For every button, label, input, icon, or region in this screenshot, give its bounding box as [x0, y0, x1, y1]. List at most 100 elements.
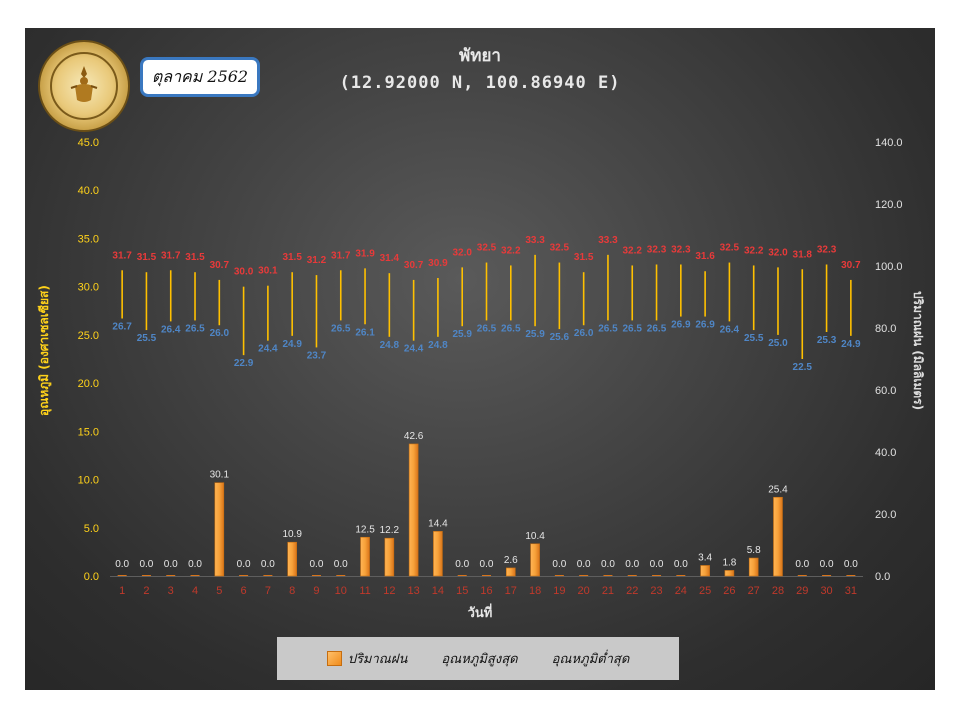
rain-bar — [846, 575, 856, 576]
y-axis-right-label: ปริมาณฝน (มิลลิเมตร) — [911, 291, 925, 411]
rain-bar — [676, 575, 686, 576]
min-temp-label: 26.1 — [355, 327, 375, 338]
y-left-tick-label: 0.0 — [84, 571, 99, 583]
max-temp-label: 31.6 — [695, 251, 715, 262]
x-tick-label: 6 — [241, 585, 247, 597]
min-temp-label: 26.4 — [720, 324, 740, 335]
x-tick-label: 10 — [335, 585, 347, 597]
max-temp-label: 32.3 — [671, 244, 691, 255]
rain-data-label: 5.8 — [747, 545, 761, 556]
logo-figure-icon — [70, 66, 98, 102]
max-temp-label: 31.9 — [355, 248, 375, 259]
rain-bar — [336, 575, 346, 576]
y-left-tick-label: 45.0 — [78, 137, 99, 149]
rain-data-label: 1.8 — [722, 557, 736, 568]
min-temp-label: 26.9 — [671, 320, 691, 331]
min-temp-label: 26.5 — [185, 323, 205, 334]
max-temp-label: 30.1 — [258, 266, 278, 277]
max-temp-label: 31.7 — [112, 250, 132, 261]
rain-data-label: 0.0 — [310, 559, 324, 570]
y-axis-left-label: อุณหภูมิ (องศาเซลเซียส) — [37, 285, 51, 417]
rain-data-label: 0.0 — [552, 559, 566, 570]
rain-data-label: 12.2 — [380, 525, 400, 536]
max-temp-label: 32.3 — [647, 244, 667, 255]
rain-data-label: 0.0 — [625, 559, 639, 570]
min-temp-label: 26.5 — [501, 323, 521, 334]
rain-data-label: 12.5 — [355, 524, 375, 535]
min-temp-label: 24.8 — [428, 340, 448, 351]
x-tick-label: 24 — [675, 585, 687, 597]
max-temp-label: 31.5 — [185, 252, 205, 263]
max-temp-label: 31.5 — [282, 252, 302, 263]
max-temp-label: 30.7 — [404, 260, 424, 271]
rain-data-label: 2.6 — [504, 555, 518, 566]
legend: ปริมาณฝน อุณหภูมิสูงสุด อุณหภูมิต่ำสุด — [277, 637, 679, 680]
rain-bar — [190, 575, 200, 576]
min-temp-label: 23.7 — [307, 350, 327, 361]
y-left-tick-label: 35.0 — [78, 233, 99, 245]
max-temp-label: 32.2 — [744, 245, 764, 256]
legend-rain-label: ปริมาณฝน — [347, 652, 408, 667]
x-tick-label: 1 — [119, 585, 125, 597]
max-temp-label: 31.5 — [137, 252, 157, 263]
rain-bar — [287, 541, 297, 577]
rain-data-label: 0.0 — [164, 559, 178, 570]
max-temp-label: 31.7 — [331, 250, 351, 261]
rain-data-label: 3.4 — [698, 552, 712, 563]
min-temp-label: 25.9 — [525, 329, 545, 340]
legend-min-label: อุณหภูมิต่ำสุด — [551, 652, 630, 667]
x-tick-label: 8 — [289, 585, 295, 597]
rain-data-label: 0.0 — [480, 559, 494, 570]
max-temp-label: 30.7 — [210, 260, 230, 271]
rain-bar — [141, 575, 151, 576]
x-tick-label: 4 — [192, 585, 198, 597]
x-axis-label: วันที่ — [467, 606, 493, 621]
rain-bar — [408, 443, 419, 577]
rain-bar — [822, 575, 832, 576]
max-temp-label: 33.3 — [525, 235, 545, 246]
min-temp-label: 26.0 — [574, 328, 594, 339]
min-temp-label: 25.3 — [817, 335, 837, 346]
x-tick-label: 13 — [408, 585, 420, 597]
min-temp-label: 24.4 — [404, 344, 424, 355]
max-temp-label: 30.7 — [841, 260, 861, 271]
min-temp-label: 26.5 — [477, 323, 497, 334]
y-right-tick-label: 0.0 — [875, 571, 890, 583]
x-tick-label: 16 — [480, 585, 492, 597]
rain-data-label: 10.4 — [525, 531, 545, 542]
y-right-tick-label: 120.0 — [875, 199, 903, 211]
chart-frame — [25, 28, 935, 690]
y-right-tick-label: 40.0 — [875, 447, 896, 459]
min-temp-label: 24.8 — [380, 340, 400, 351]
x-tick-label: 25 — [699, 585, 711, 597]
rain-data-label: 30.1 — [210, 470, 230, 481]
x-tick-label: 15 — [456, 585, 468, 597]
rain-bar — [482, 575, 491, 576]
rain-data-label: 0.0 — [237, 559, 251, 570]
y-right-tick-label: 80.0 — [875, 323, 896, 335]
x-tick-label: 29 — [796, 585, 808, 597]
chart-subtitle: (12.92000 N, 100.86940 E) — [339, 73, 621, 93]
x-tick-label: 5 — [216, 585, 222, 597]
rain-bar — [384, 537, 395, 577]
y-right-tick-label: 140.0 — [875, 137, 903, 149]
min-temp-label: 24.4 — [258, 344, 278, 355]
max-temp-label: 32.0 — [452, 247, 472, 258]
min-temp-label: 24.9 — [841, 339, 861, 350]
legend-item-rain: ปริมาณฝน — [326, 648, 408, 669]
min-temp-label: 26.5 — [331, 323, 351, 334]
min-temp-label: 25.9 — [452, 329, 472, 340]
x-tick-label: 21 — [602, 585, 614, 597]
max-temp-label: 31.8 — [793, 249, 813, 260]
rain-bar — [579, 575, 589, 576]
min-temp-label: 26.7 — [112, 321, 132, 332]
rain-data-label: 14.4 — [428, 518, 448, 529]
rain-bar — [117, 575, 127, 576]
month-label-box: ตุลาคม 2562 — [140, 57, 260, 97]
x-tick-label: 7 — [265, 585, 271, 597]
x-tick-label: 22 — [626, 585, 638, 597]
rain-bar — [748, 557, 759, 577]
rain-data-label: 0.0 — [601, 559, 615, 570]
rain-bar — [214, 482, 225, 577]
